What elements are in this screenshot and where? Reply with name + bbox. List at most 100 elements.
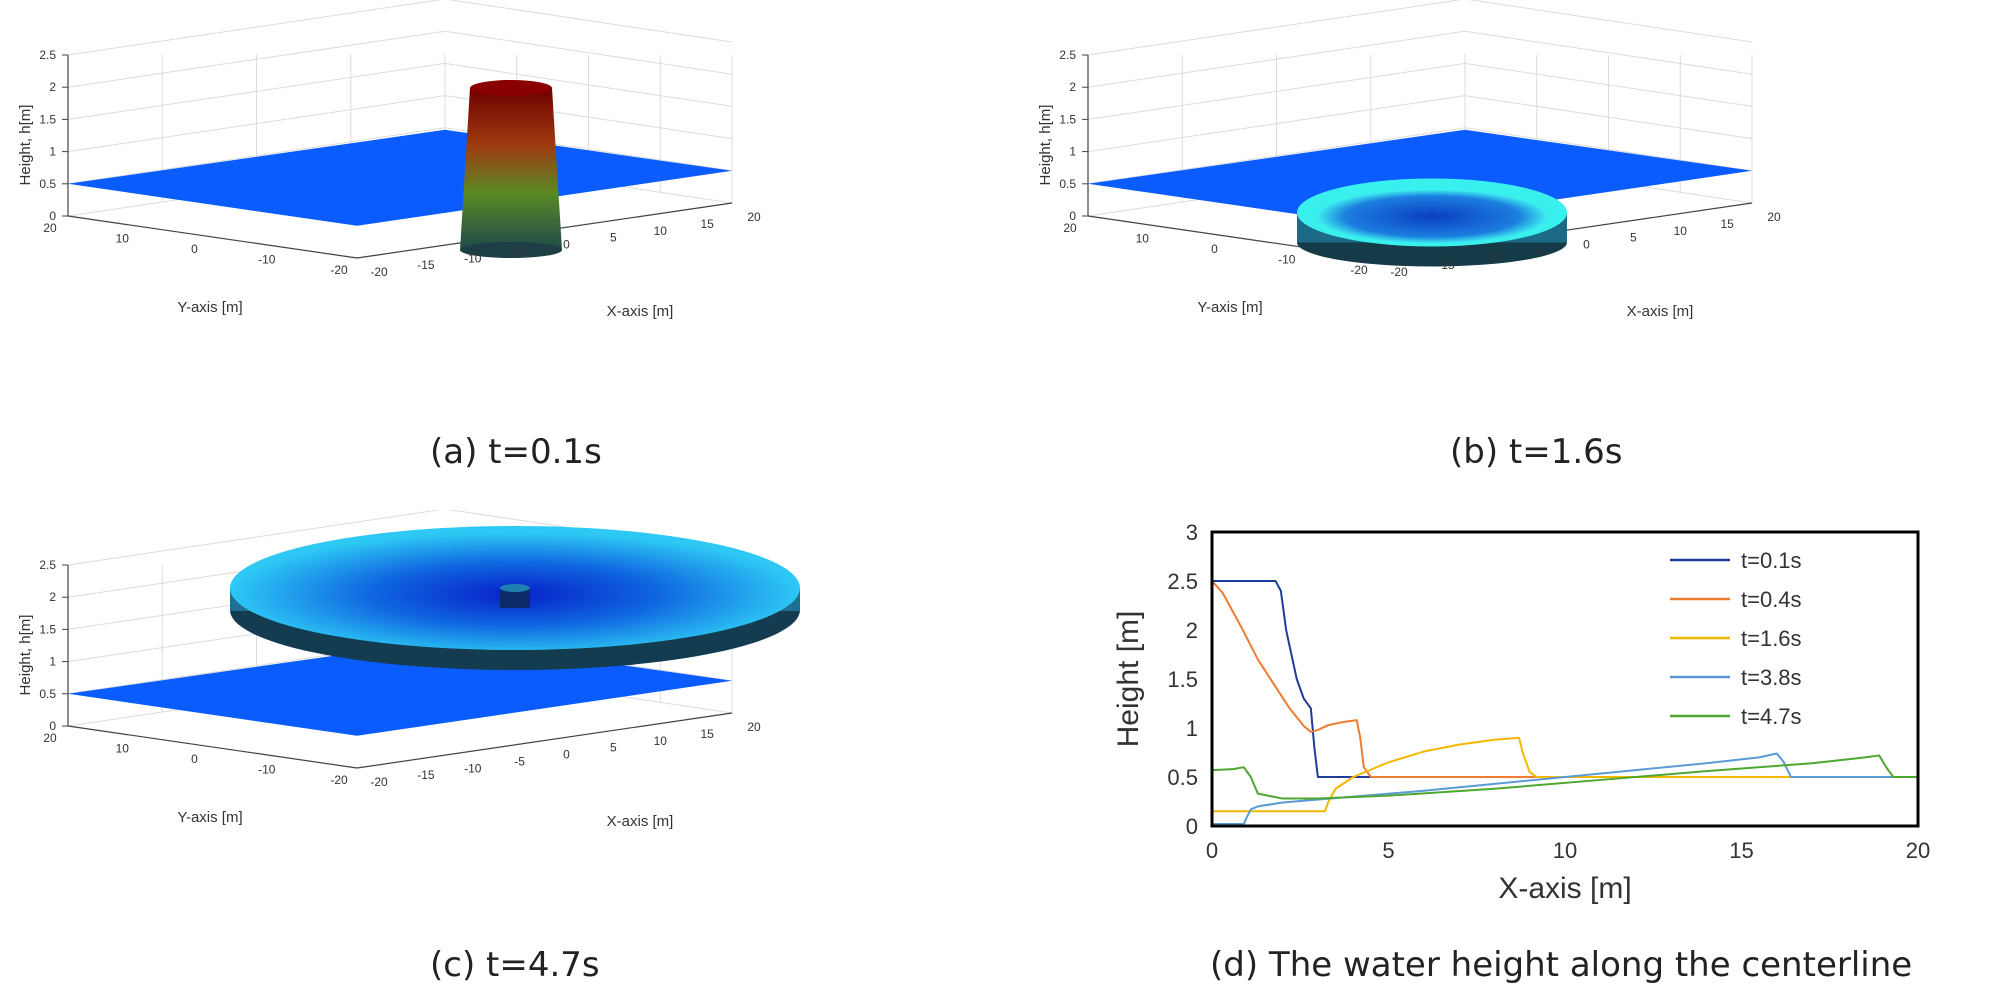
y-tick-label: -20 <box>330 263 348 277</box>
x-tick-label: 0 <box>563 238 570 252</box>
y-tick-label: -20 <box>1350 263 1368 277</box>
caption-d: (d) The water height along the centerlin… <box>1210 945 1913 985</box>
z-tick-label: 0.5 <box>39 687 56 701</box>
z-tick-label: 1 <box>49 145 56 159</box>
x-tick-label: 10 <box>654 734 668 748</box>
surface-plot-b: 0 0.5 1 1.5 2 2.5 20 10 0 -10 -20 -20 -15 -10 -5 0 5 10 15… <box>1037 0 1781 320</box>
y-tick-label: 20 <box>1063 221 1077 235</box>
legend-label: t=3.8s <box>1741 665 1802 690</box>
z-tick-label: 1 <box>49 655 56 669</box>
y-tick-label: -10 <box>1278 253 1296 267</box>
y-tick-label: 0 <box>1211 242 1218 256</box>
x-tick-label: -20 <box>370 265 388 279</box>
water-plane <box>1088 129 1752 226</box>
x-tick-label: -15 <box>417 768 435 782</box>
z-tick-label: 1.5 <box>39 622 56 636</box>
z-tick-label: 1.5 <box>1059 112 1076 126</box>
x-tick-label: 5 <box>1382 838 1394 863</box>
center-bump-top <box>500 584 530 592</box>
x-axis-line <box>356 712 733 769</box>
y-axis-label: Y-axis [m] <box>1197 299 1262 316</box>
x-tick-label: 0 <box>1206 838 1218 863</box>
y-axis-label: Y-axis [m] <box>177 299 242 316</box>
x-tick-label: 20 <box>1906 838 1930 863</box>
series-line-t-0-1s <box>1212 580 1918 778</box>
x-tick-label: -20 <box>1390 265 1408 279</box>
y-tick-label: 2 <box>1186 618 1198 643</box>
y-tick-label: 20 <box>43 731 57 745</box>
y-tick-label: -10 <box>258 253 276 267</box>
z-tick-label: 1.5 <box>39 112 56 126</box>
x-tick-label: -10 <box>464 251 482 265</box>
x-tick-label: 5 <box>1630 231 1637 245</box>
z-tick-label: 0 <box>49 719 56 733</box>
legend-label: t=0.4s <box>1741 587 1802 612</box>
z-axis-label: Height, h[m] <box>17 105 34 186</box>
panel-b: 0 0.5 1 1.5 2 2.5 20 10 0 -10 -20 -20 -15 -10 -5 0 5 10 15… <box>1020 0 2008 470</box>
z-tick-label: 2.5 <box>39 558 56 572</box>
column-base <box>460 242 562 258</box>
y-tick-label: 2.5 <box>1167 569 1198 594</box>
caption-b: (b) t=1.6s <box>1450 432 1623 472</box>
column-top <box>470 80 552 96</box>
x-tick-label: -20 <box>370 775 388 789</box>
x-axis-label: X-axis [m] <box>607 303 674 320</box>
y-tick-label: 0 <box>191 242 198 256</box>
x-tick-label: -5 <box>1534 244 1545 258</box>
x-axis-label: X-axis [m] <box>1498 872 1631 905</box>
ring-interior <box>1316 189 1548 244</box>
x-tick-label: -5 <box>514 754 525 768</box>
x-axis-label: X-axis [m] <box>1627 303 1694 320</box>
x-tick-label: 20 <box>747 720 761 734</box>
y-tick-label: 20 <box>43 221 57 235</box>
x-tick-label: 15 <box>1720 217 1734 231</box>
x-tick-label: 15 <box>700 217 714 231</box>
y-tick-label: 0 <box>1186 814 1198 839</box>
x-tick-label: 10 <box>1674 224 1688 238</box>
y-tick-label: 10 <box>116 232 130 246</box>
x-tick-label: -5 <box>514 244 525 258</box>
panel-d: 0 5 10 15 20 0 0.5 1 1.5 2 2.5 3 X-axis [m] Height [m… <box>1080 510 2008 940</box>
surface-plot-c: 0 0.5 1 1.5 2 2.5 20 10 0 -10 -20 -20 -15 -10 -5 0 5 10 15… <box>17 508 800 830</box>
x-tick-label: -10 <box>1484 251 1502 265</box>
legend-label: t=4.7s <box>1741 704 1802 729</box>
legend-label: t=1.6s <box>1741 626 1802 651</box>
y-tick-label: 1.5 <box>1167 667 1198 692</box>
x-tick-label: 10 <box>1553 838 1577 863</box>
z-axis-label: Height, h[m] <box>17 615 34 696</box>
panel-a: 0 0.5 1 1.5 2 2.5 20 10 0 -10 -20 -20 -15 -10 -5 0 5 10 15… <box>0 0 1000 470</box>
z-tick-label: 2 <box>49 80 56 94</box>
x-tick-label: 10 <box>654 224 668 238</box>
series-line-t-0-4s <box>1211 580 1918 778</box>
y-tick-label: 1 <box>1186 716 1198 741</box>
x-tick-label: 20 <box>747 210 761 224</box>
x-axis-label: X-axis [m] <box>607 813 674 830</box>
x-tick-label: 5 <box>610 231 617 245</box>
y-tick-label: 3 <box>1186 520 1198 545</box>
x-tick-label: 0 <box>563 748 570 762</box>
series-line-t-3-8s <box>1212 752 1918 826</box>
x-tick-label: -15 <box>1437 258 1455 272</box>
z-tick-label: 2 <box>49 590 56 604</box>
y-tick-label: 10 <box>1136 232 1150 246</box>
y-axis-label: Height [m] <box>1112 611 1145 748</box>
caption-c: (c) t=4.7s <box>430 945 600 985</box>
center-bump <box>500 588 530 608</box>
surface-plot-a: 0 0.5 1 1.5 2 2.5 20 10 0 -10 -20 -20 -15 -10 -5 0 5 10 15… <box>17 0 761 320</box>
legend-label: t=0.1s <box>1741 548 1802 573</box>
z-tick-label: 2 <box>1069 80 1076 94</box>
z-tick-label: 2.5 <box>39 48 56 62</box>
centerline-line-chart: 0 5 10 15 20 0 0.5 1 1.5 2 2.5 3 X-axis [m] Height [m… <box>1112 520 1930 905</box>
z-tick-label: 1 <box>1069 145 1076 159</box>
y-axis-label: Y-axis [m] <box>177 809 242 826</box>
z-tick-label: 0.5 <box>1059 177 1076 191</box>
x-tick-label: 5 <box>610 741 617 755</box>
y-tick-label: 0 <box>191 752 198 766</box>
x-tick-label: 15 <box>1729 838 1753 863</box>
z-axis-label: Height, h[m] <box>1037 105 1054 186</box>
y-tick-label: 10 <box>116 742 130 756</box>
y-tick-label: -20 <box>330 773 348 787</box>
series-line-t-4-7s <box>1211 754 1918 800</box>
z-tick-label: 0 <box>1069 209 1076 223</box>
z-tick-label: 0.5 <box>39 177 56 191</box>
